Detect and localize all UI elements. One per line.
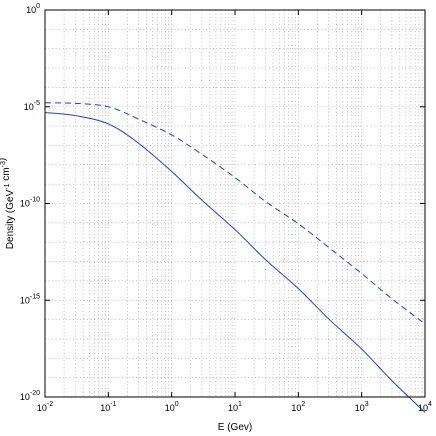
y-tick-label: 10-15 <box>20 293 40 305</box>
x-axis-label: E (Gev) <box>218 422 252 433</box>
x-tick-label-base: 10 <box>100 403 110 413</box>
x-tick-label-exponent: 2 <box>301 401 305 408</box>
series-group <box>44 102 426 413</box>
x-tick-label: 10-2 <box>37 401 53 413</box>
x-tick-label: 101 <box>228 401 242 413</box>
series-solid-line <box>44 112 426 413</box>
x-tick-label: 100 <box>165 401 179 413</box>
y-tick-label-exponent: -5 <box>34 100 40 107</box>
x-tick-label-exponent: 0 <box>175 401 179 408</box>
x-tick-label: 10-1 <box>100 401 116 413</box>
x-tick-label-base: 10 <box>355 403 365 413</box>
y-tick-label-exponent: 0 <box>36 3 40 10</box>
x-tick-label-base: 10 <box>165 403 175 413</box>
y-tick-label-exponent: -20 <box>30 390 40 397</box>
x-tick-label-base: 10 <box>418 403 428 413</box>
y-axis-label-text: Density (GeV <box>5 189 16 249</box>
x-tick-label: 104 <box>418 401 432 413</box>
x-tick-label-base: 10 <box>228 403 238 413</box>
x-tick-label: 103 <box>355 401 369 413</box>
y-tick-label-base: 10 <box>26 5 36 15</box>
y-tick-label: 10-5 <box>24 100 40 112</box>
y-tick-label-exponent: -15 <box>30 293 40 300</box>
grid <box>45 10 425 397</box>
y-tick-label-base: 10 <box>20 199 30 209</box>
y-tick-label: 10-10 <box>20 197 40 209</box>
y-axis-label-text: ) <box>0 158 8 161</box>
tick-labels: 10-2 10-1 100 101 102 103 10410010-510-1010-15… <box>20 3 432 413</box>
y-axis-label-superscript: -1 <box>4 183 11 189</box>
x-tick-label-base: 10 <box>37 403 47 413</box>
y-axis-label-superscript: -3 <box>0 161 7 167</box>
y-axis-label: Density (GeV-1 cm-3) <box>0 158 16 249</box>
y-axis-label-text: cm <box>1 167 12 183</box>
x-tick-label-exponent: -1 <box>110 401 116 408</box>
ticks <box>44 9 426 398</box>
y-tick-label: 10-20 <box>20 390 40 402</box>
y-tick-label-base: 10 <box>20 392 30 402</box>
x-tick-label-base: 10 <box>291 403 301 413</box>
series-dashed-line <box>44 102 426 325</box>
x-tick-label-exponent: 4 <box>428 401 432 408</box>
y-tick-label-exponent: -10 <box>30 197 40 204</box>
x-tick-label-exponent: -2 <box>47 401 53 408</box>
x-tick-label: 102 <box>291 401 305 413</box>
y-tick-label-base: 10 <box>20 295 30 305</box>
y-tick-label-base: 10 <box>24 102 34 112</box>
x-tick-label-exponent: 3 <box>365 401 369 408</box>
x-tick-label-exponent: 1 <box>238 401 242 408</box>
y-tick-label: 100 <box>26 3 40 15</box>
